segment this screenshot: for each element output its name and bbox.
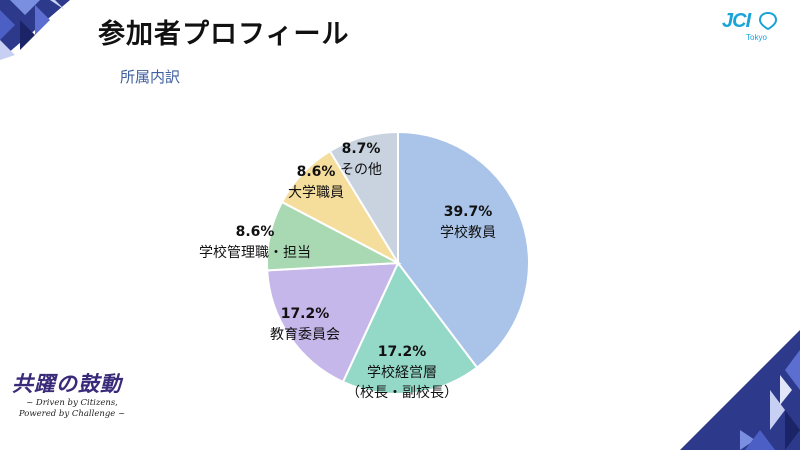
slice-percent-label: 17.2% (281, 306, 330, 322)
slice-percent-label: 39.7% (444, 204, 493, 220)
slice-category-label: 学校経営層 (367, 364, 437, 381)
slogan-main: 共躍の鼓動 (12, 371, 122, 396)
jci-logo-text: JCI (722, 10, 751, 32)
pie-slice (328, 130, 399, 267)
pie-slice (266, 261, 400, 384)
pie-slice (341, 261, 479, 395)
page-title: 参加者プロフィール (98, 19, 350, 50)
slice-category-label: その他 (340, 162, 382, 178)
jci-logo: JCI Tokyo (720, 8, 790, 48)
slice-percent-label: 8.7% (342, 141, 381, 157)
slice-percent-label: 17.2% (378, 344, 427, 360)
slogan-line-1: ~ Driven by Citizens, (26, 398, 118, 408)
corner-decoration-bottom-right (680, 330, 800, 450)
slice-category-label: 学校管理職・担当 (199, 244, 311, 261)
slice-percent-label: 8.6% (236, 224, 275, 240)
jci-emblem-icon (758, 11, 778, 31)
slice-category-label-line2: （校長・副校長） (346, 384, 458, 401)
slogan-logo: 共躍の鼓動 ~ Driven by Citizens, Powered by C… (12, 368, 142, 420)
chart-subtitle: 所属内訳 (120, 68, 181, 86)
pie-slice (397, 130, 530, 369)
slogan-line-2: Powered by Challenge ~ (18, 409, 126, 419)
slice-category-label: 大学職員 (288, 185, 344, 201)
jci-logo-sub: Tokyo (746, 33, 767, 42)
corner-decoration-top-left (0, 0, 70, 60)
slice-percent-label: 8.6% (297, 164, 336, 180)
slice-category-label: 教育委員会 (270, 327, 340, 343)
slice-category-label: 学校教員 (440, 224, 496, 241)
